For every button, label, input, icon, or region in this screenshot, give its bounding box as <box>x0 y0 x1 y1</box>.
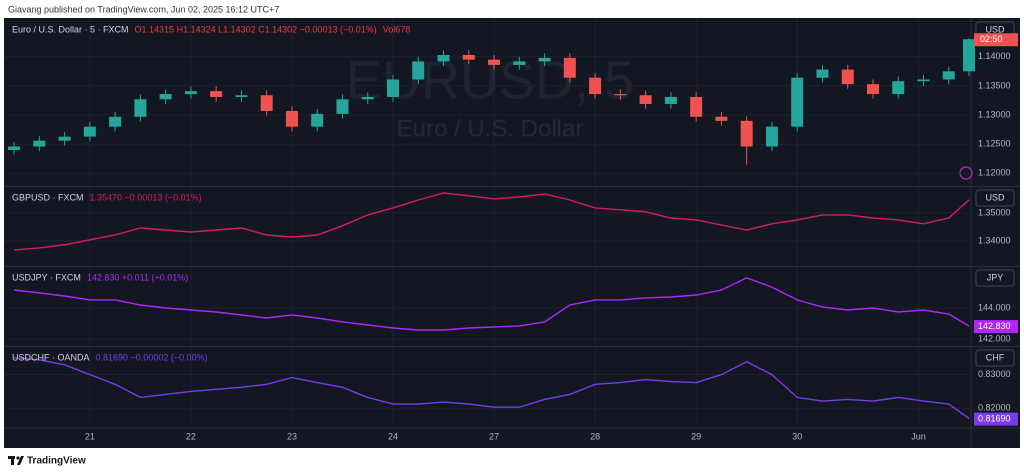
x-tick-label: 21 <box>85 431 95 441</box>
candle-body <box>690 96 703 117</box>
y-tick-label: 1.35000 <box>978 207 1011 217</box>
y-tick-label: 0.83000 <box>978 369 1011 379</box>
candle-body <box>488 59 501 65</box>
pane-title: Euro / U.S. Dollar · 5 · FXCM <box>12 24 129 34</box>
price-line <box>14 277 970 331</box>
last-price-label: 0.81690 <box>978 413 1011 423</box>
pane-title: USDCHF · OANDA <box>12 352 90 362</box>
pane-quote: 1.35470 −0.00013 (−0.01%) <box>90 192 202 202</box>
chart-background <box>4 18 1020 448</box>
candle-body <box>311 113 324 127</box>
candle-body <box>816 69 829 78</box>
currency-label: USD <box>985 192 1005 202</box>
y-tick-label: 1.14000 <box>978 51 1011 61</box>
x-tick-label: 30 <box>792 431 802 441</box>
y-tick-label: 144.000 <box>978 302 1011 312</box>
candle-body <box>962 39 975 72</box>
candle-body <box>361 96 374 100</box>
y-tick-label: 0.82000 <box>978 403 1011 413</box>
candle-body <box>8 146 21 151</box>
tradingview-logo <box>8 456 24 465</box>
candle-body <box>260 95 273 111</box>
candle-body <box>159 94 172 100</box>
currency-label: USD <box>985 24 1005 34</box>
last-price-tag <box>974 320 1018 334</box>
currency-button <box>975 269 1015 287</box>
candle-body <box>639 95 652 104</box>
y-tick-label: 1.13000 <box>978 109 1011 119</box>
candle-body <box>83 126 96 137</box>
x-tick-label: 28 <box>590 431 600 441</box>
candle-body <box>462 54 475 60</box>
candle-body <box>841 69 854 85</box>
candle-body <box>134 99 147 117</box>
y-tick-label: 1.34000 <box>978 235 1011 245</box>
candle-body <box>664 96 677 104</box>
candle-body <box>715 116 728 121</box>
x-tick-label: 29 <box>691 431 701 441</box>
pane-quote: 0.81690 −0.00002 (−0.00%) <box>96 352 208 362</box>
candle-body <box>437 54 450 62</box>
candle-body <box>184 91 197 95</box>
candle-body <box>58 136 71 141</box>
candle-body <box>285 110 298 127</box>
candle-body <box>109 116 122 127</box>
candle-body <box>33 140 46 147</box>
candle-body <box>942 71 955 80</box>
candle-body <box>791 77 804 127</box>
last-price-tag <box>974 412 1018 426</box>
candle-body <box>235 95 248 97</box>
y-tick-label: 1.13500 <box>978 80 1011 90</box>
watermark-subtitle: Euro / U.S. Dollar <box>397 115 584 142</box>
x-tick-label: 22 <box>186 431 196 441</box>
candle-body <box>589 77 602 95</box>
x-tick-label: Jun <box>911 431 926 441</box>
pane-title: USDJPY · FXCM <box>12 272 81 282</box>
pane-quote: O1.14315 H1.14324 L1.14302 C1.14302 −0.0… <box>135 24 377 34</box>
y-tick-label: 142.000 <box>978 333 1011 343</box>
pane-quote: 142.830 +0.011 (+0.01%) <box>87 272 188 282</box>
candle-body <box>412 61 425 80</box>
last-price-label: 142.830 <box>978 321 1011 331</box>
candle-body <box>538 57 551 62</box>
candle-body <box>866 84 879 95</box>
candle-body <box>917 79 930 82</box>
y-tick-label: 1.12500 <box>978 139 1011 149</box>
candle-body <box>892 81 905 95</box>
currency-label: JPY <box>987 272 1004 282</box>
currency-button <box>975 349 1015 367</box>
publish-header: Giavang published on TradingView.com, Ju… <box>8 4 279 14</box>
candle-body <box>336 99 349 114</box>
pane-volume: Vol678 <box>383 24 411 34</box>
pane-title: GBPUSD · FXCM <box>12 192 84 202</box>
x-tick-label: 24 <box>388 431 398 441</box>
candle-body <box>387 79 400 97</box>
countdown-tag <box>974 33 1018 47</box>
candle-body <box>614 94 627 96</box>
x-tick-label: 23 <box>287 431 297 441</box>
candle-body <box>210 91 223 97</box>
candle-body <box>513 61 526 65</box>
price-line <box>14 357 970 420</box>
countdown-label: 02:50 <box>980 34 1003 44</box>
currency-label: CHF <box>986 352 1005 362</box>
x-tick-label: 27 <box>489 431 499 441</box>
y-tick-label: 1.12000 <box>978 168 1011 178</box>
price-line <box>14 192 970 251</box>
currency-button <box>975 189 1015 207</box>
candle-body <box>563 57 576 78</box>
candle-body <box>740 120 753 147</box>
footer-brand: TradingView <box>27 456 86 467</box>
candle-body <box>765 126 778 147</box>
